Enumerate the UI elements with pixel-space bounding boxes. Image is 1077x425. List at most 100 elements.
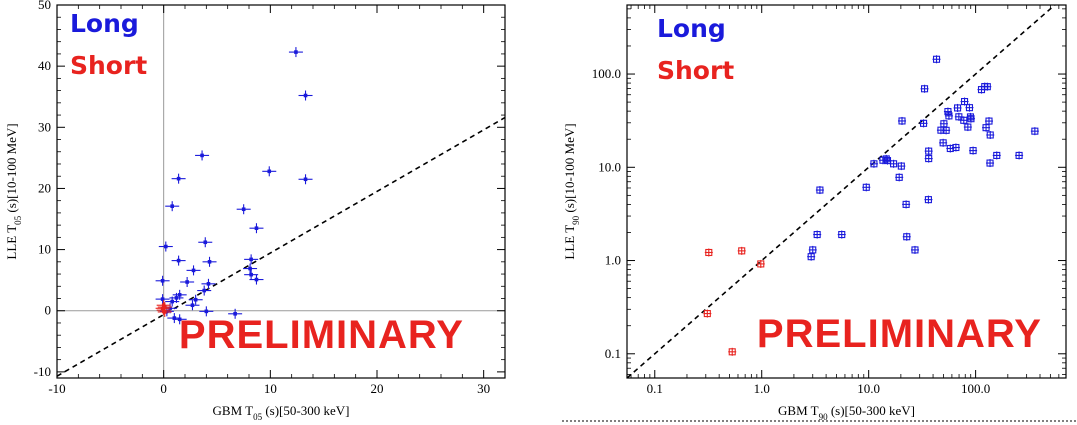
data-point-long — [201, 278, 216, 289]
point-marker — [940, 120, 948, 128]
point-marker — [882, 155, 890, 163]
x-tick-label: 10 — [264, 381, 277, 396]
x-axis-title: GBM T90 (s)[50-300 keV] — [778, 403, 915, 422]
data-point-long — [869, 159, 878, 168]
x-axis-title-rest: (s)[50-300 keV] — [828, 403, 915, 418]
x-tick-label: 30 — [477, 381, 490, 396]
point-marker — [185, 280, 189, 284]
x-tick-label: 100.0 — [961, 381, 990, 396]
data-point-long — [898, 116, 907, 125]
data-point-long — [889, 159, 898, 168]
data-point-long — [185, 300, 200, 311]
data-point-short — [737, 246, 746, 255]
data-point-long — [982, 123, 991, 132]
y-tick-label: 10 — [38, 242, 51, 257]
y-tick-label: 0 — [45, 303, 52, 318]
point-marker — [267, 169, 272, 174]
data-point-long — [986, 130, 995, 139]
point-marker — [983, 83, 991, 91]
point-marker — [203, 240, 208, 245]
data-point-long — [959, 116, 968, 125]
point-marker — [898, 117, 906, 125]
x-axis-title-subscript: 90 — [819, 412, 829, 422]
y-axis-title: LLE T90 (s)[10-100 MeV] — [562, 123, 581, 259]
data-point-long — [198, 237, 213, 248]
point-marker — [965, 104, 974, 112]
data-point-long — [807, 252, 816, 261]
data-point-long — [243, 263, 258, 274]
data-point-long — [985, 117, 994, 126]
data-point-long — [172, 314, 187, 325]
y-tick-label: 1.0 — [605, 253, 621, 268]
x-axis-title-subscript: 05 — [253, 412, 263, 422]
x-axis-title-main: GBM T — [213, 403, 254, 418]
data-point-long — [298, 90, 313, 101]
data-point-long — [165, 296, 180, 307]
point-marker — [925, 147, 933, 155]
point-marker — [249, 272, 253, 277]
point-marker — [160, 278, 165, 283]
series-short — [703, 246, 765, 356]
x-axis-title-main: GBM T — [778, 403, 819, 418]
data-point-long — [813, 230, 822, 239]
x-tick-label: 10.0 — [857, 381, 880, 396]
y-axis-title-main: LLE T — [4, 225, 19, 260]
point-marker — [160, 306, 165, 311]
point-marker — [168, 306, 172, 311]
point-marker — [303, 177, 308, 182]
data-point-long — [815, 186, 824, 195]
data-point-short — [704, 248, 713, 257]
data-point-long — [986, 159, 995, 168]
data-point-long — [943, 107, 952, 116]
point-marker — [172, 316, 177, 320]
y-tick-label: -10 — [34, 364, 51, 379]
legend-entry-long: Long — [657, 14, 726, 43]
point-marker — [294, 50, 298, 54]
point-marker — [903, 233, 911, 241]
data-point-long — [171, 255, 186, 266]
legend-entry-short: Short — [657, 56, 734, 85]
point-marker — [985, 117, 993, 125]
point-marker — [161, 308, 166, 312]
point-marker — [870, 160, 878, 168]
x-tick-label: 0 — [160, 381, 167, 396]
point-marker — [303, 93, 308, 98]
data-point-long — [924, 154, 933, 163]
legend-entry-short: Short — [70, 51, 147, 80]
data-point-long — [920, 84, 929, 93]
data-point-long — [808, 245, 817, 254]
y-axis-title: LLE T05 (s)[10-100 MeV] — [4, 123, 23, 259]
point-marker — [738, 247, 746, 255]
y-axis-title-rest: (s)[10-100 MeV] — [562, 123, 577, 215]
point-marker — [925, 155, 933, 163]
data-point-long — [199, 306, 214, 317]
point-marker — [174, 296, 179, 300]
preliminary-stamp: PRELIMINARY — [757, 312, 1042, 356]
data-point-long — [924, 147, 933, 156]
point-marker — [170, 204, 174, 208]
point-marker — [890, 160, 898, 168]
point-marker — [170, 299, 174, 304]
preliminary-stamp: PRELIMINARY — [179, 313, 464, 357]
data-point-long — [951, 143, 960, 152]
data-point-long — [1030, 127, 1039, 136]
data-point-long — [186, 265, 201, 276]
data-point-long — [197, 285, 212, 296]
data-point-long — [288, 47, 303, 58]
plot-frame — [56, 4, 506, 379]
point-marker — [942, 126, 950, 134]
data-point-long — [960, 97, 969, 106]
data-point-long — [897, 162, 906, 171]
x-axis-title: GBM T05 (s)[50-300 keV] — [213, 403, 350, 422]
point-marker — [162, 305, 167, 309]
y-axis-title-subscript: 05 — [13, 215, 23, 225]
point-marker — [757, 260, 765, 268]
point-marker — [206, 282, 211, 286]
data-point-long — [944, 111, 953, 120]
data-point-long — [244, 254, 259, 265]
point-marker — [190, 303, 195, 308]
point-marker — [993, 151, 1001, 159]
point-marker — [248, 266, 252, 271]
point-marker — [862, 183, 870, 191]
data-point-long — [919, 119, 928, 128]
